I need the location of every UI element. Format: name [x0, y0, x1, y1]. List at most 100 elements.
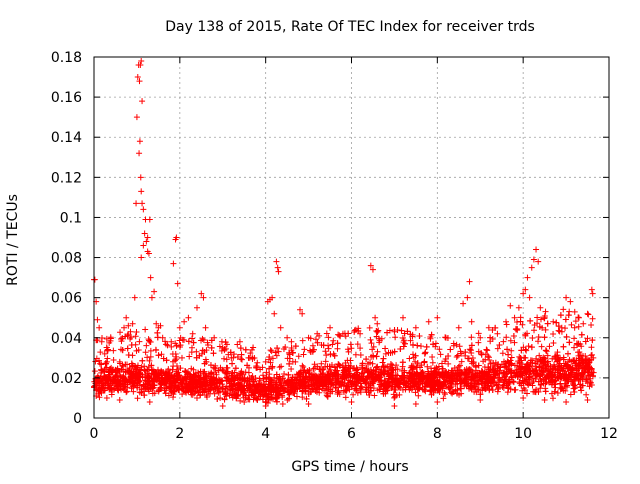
data-point [288, 365, 295, 372]
data-point [173, 356, 180, 363]
data-point [514, 327, 521, 334]
data-point [125, 322, 132, 329]
data-point [481, 372, 488, 379]
data-point [286, 351, 293, 358]
data-point [306, 383, 313, 390]
data-point [571, 324, 578, 331]
y-tick-label: 0.08 [51, 251, 82, 267]
data-point [557, 312, 564, 319]
data-point [503, 364, 510, 371]
data-point [109, 367, 116, 374]
data-point [489, 377, 496, 384]
data-point [342, 382, 349, 389]
data-point [553, 319, 560, 326]
data-point [310, 346, 317, 353]
data-point [400, 343, 407, 350]
data-point [391, 348, 398, 355]
data-point [138, 58, 145, 65]
data-point [267, 387, 274, 394]
data-point [454, 386, 461, 393]
data-point [350, 373, 357, 380]
data-point [416, 364, 423, 371]
data-point [380, 388, 387, 395]
data-point [519, 387, 526, 394]
data-point [589, 290, 596, 297]
data-point [428, 391, 435, 398]
data-point [535, 378, 542, 385]
data-point [144, 234, 151, 241]
data-point [519, 321, 526, 328]
data-point [323, 383, 330, 390]
data-point [177, 365, 184, 372]
data-point [149, 385, 156, 392]
data-point [276, 390, 283, 397]
data-point [173, 362, 180, 369]
data-point [297, 369, 304, 376]
data-point [180, 387, 187, 394]
data-point [238, 386, 245, 393]
data-point [305, 390, 312, 397]
data-point [324, 393, 331, 400]
data-point [314, 339, 321, 346]
data-point [446, 385, 453, 392]
data-point [170, 394, 177, 401]
data-point [558, 364, 565, 371]
data-point [412, 324, 419, 331]
data-point [429, 359, 436, 366]
data-point [116, 358, 123, 365]
data-point [325, 345, 332, 352]
data-point [324, 372, 331, 379]
data-point [530, 256, 537, 263]
data-point [203, 392, 210, 399]
data-point [264, 392, 271, 399]
data-point [501, 373, 508, 380]
data-point [266, 381, 273, 388]
data-point [168, 343, 175, 350]
data-point [344, 346, 351, 353]
data-point [458, 358, 465, 365]
data-point [112, 366, 119, 373]
data-point [94, 316, 101, 323]
data-point [151, 382, 158, 389]
data-point [179, 391, 186, 398]
data-point [441, 389, 448, 396]
data-point [288, 338, 295, 345]
data-point [237, 371, 244, 378]
data-point [151, 371, 158, 378]
data-point [538, 368, 545, 375]
data-point [232, 386, 239, 393]
data-point [340, 373, 347, 380]
data-point [222, 339, 229, 346]
data-point [318, 379, 325, 386]
data-point [523, 390, 530, 397]
data-point [315, 377, 322, 384]
data-point [368, 340, 375, 347]
data-point [333, 375, 340, 382]
data-point [401, 340, 408, 347]
data-point [153, 320, 160, 327]
data-point [139, 98, 146, 105]
data-point [367, 380, 374, 387]
data-point [508, 347, 515, 354]
data-point [123, 314, 130, 321]
data-point [144, 377, 151, 384]
data-point [266, 365, 273, 372]
data-point [128, 368, 135, 375]
data-point [332, 370, 339, 377]
data-point [519, 377, 526, 384]
data-point [262, 358, 269, 365]
data-point [279, 400, 286, 407]
data-point [571, 344, 578, 351]
data-point [181, 318, 188, 325]
data-point [580, 359, 587, 366]
data-point [458, 385, 465, 392]
data-point [127, 328, 134, 335]
data-point [541, 334, 548, 341]
data-point [319, 370, 326, 377]
data-point [208, 344, 215, 351]
data-point [537, 385, 544, 392]
data-point [273, 395, 280, 402]
data-point [437, 385, 444, 392]
data-point [363, 365, 370, 372]
